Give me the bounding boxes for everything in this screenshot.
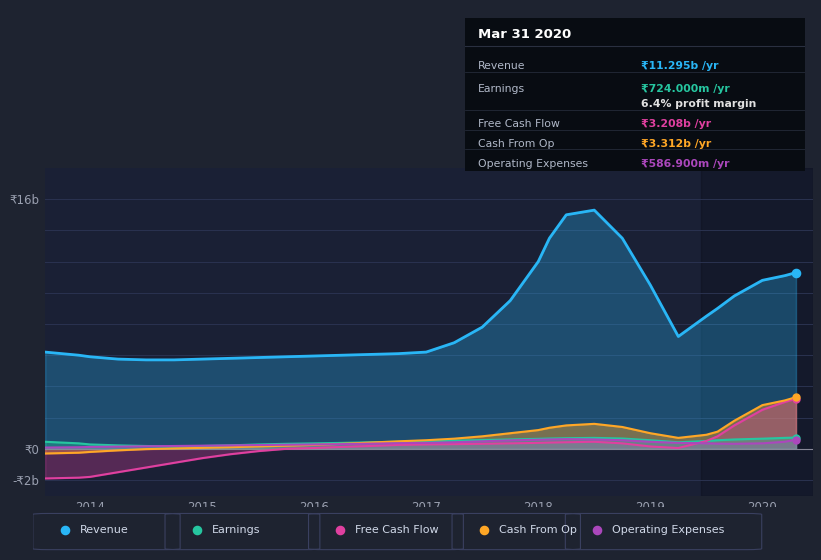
Text: Revenue: Revenue (80, 525, 128, 535)
Text: Cash From Op: Cash From Op (499, 525, 576, 535)
Point (790, 393, 803, 402)
Text: 6.4% profit margin: 6.4% profit margin (641, 99, 757, 109)
Point (790, 268, 803, 277)
Point (190, 525, 204, 534)
Point (790, 435, 803, 444)
Text: ₹724.000m /yr: ₹724.000m /yr (641, 84, 730, 94)
Point (590, 525, 603, 534)
Text: Free Cash Flow: Free Cash Flow (355, 525, 439, 535)
Point (477, 525, 490, 534)
Point (333, 525, 346, 534)
Text: Earnings: Earnings (479, 84, 525, 94)
Text: Cash From Op: Cash From Op (479, 139, 555, 149)
Point (790, 433, 803, 442)
Text: ₹11.295b /yr: ₹11.295b /yr (641, 61, 719, 71)
Text: Operating Expenses: Operating Expenses (612, 525, 725, 535)
Point (790, 394, 803, 403)
Text: ₹586.900m /yr: ₹586.900m /yr (641, 158, 730, 169)
Text: Mar 31 2020: Mar 31 2020 (479, 27, 571, 41)
Text: ₹3.312b /yr: ₹3.312b /yr (641, 139, 712, 149)
Text: Free Cash Flow: Free Cash Flow (479, 119, 560, 129)
Text: Revenue: Revenue (479, 61, 525, 71)
Text: ₹3.208b /yr: ₹3.208b /yr (641, 119, 712, 129)
Text: Operating Expenses: Operating Expenses (479, 158, 589, 169)
Text: Earnings: Earnings (212, 525, 260, 535)
Point (58, 525, 71, 534)
Bar (701, 168, 813, 496)
